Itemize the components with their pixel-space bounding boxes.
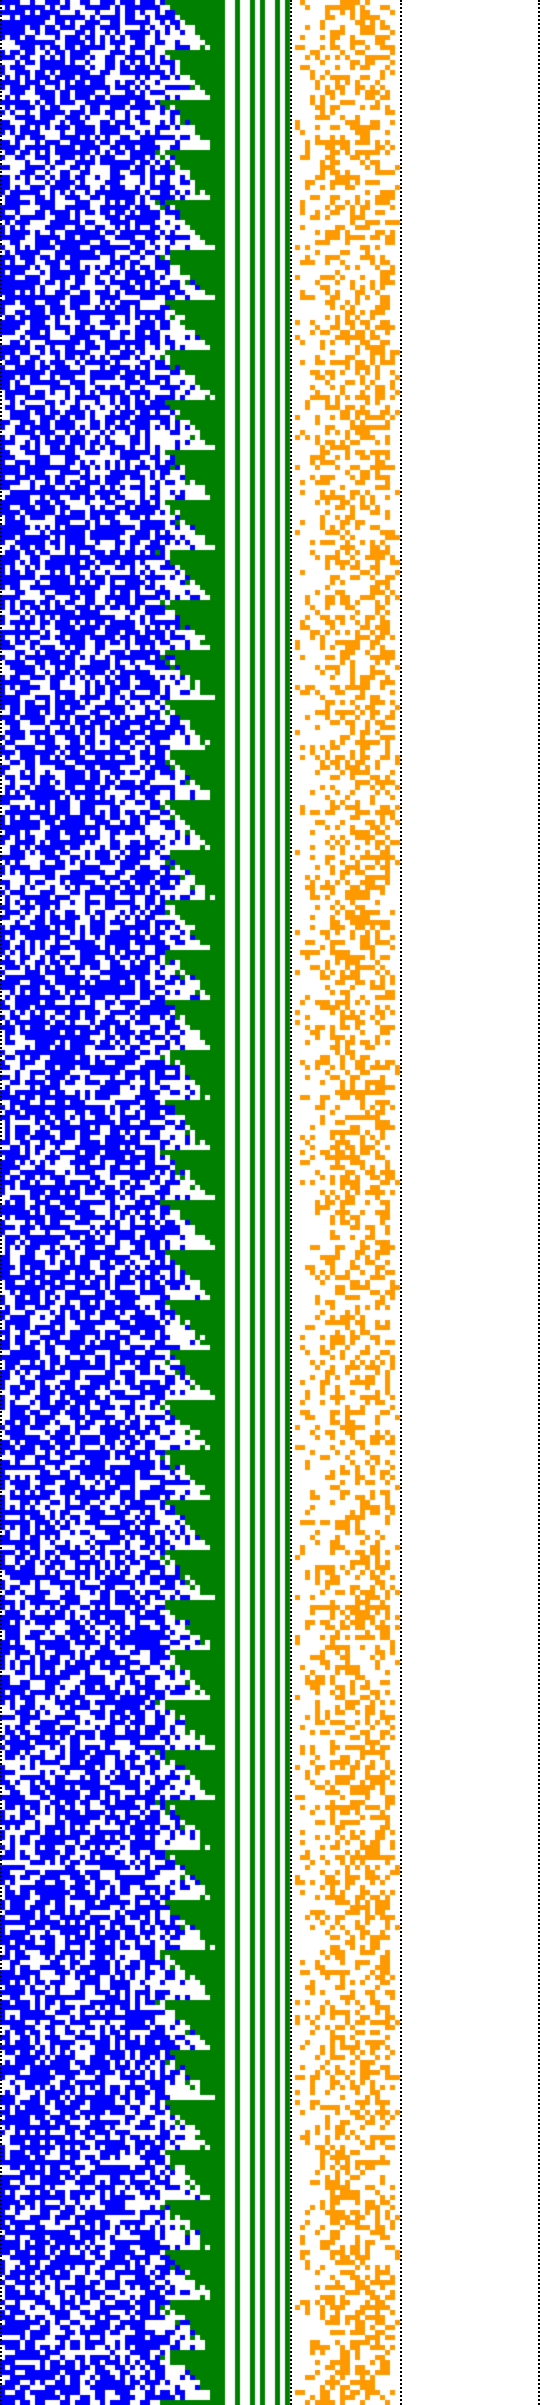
column-separator [0, 0, 2, 2405]
pixel-canvas [0, 0, 540, 2405]
column-separator [290, 0, 292, 2405]
matrix-visualization [0, 0, 540, 2405]
column-separator [400, 0, 402, 2405]
